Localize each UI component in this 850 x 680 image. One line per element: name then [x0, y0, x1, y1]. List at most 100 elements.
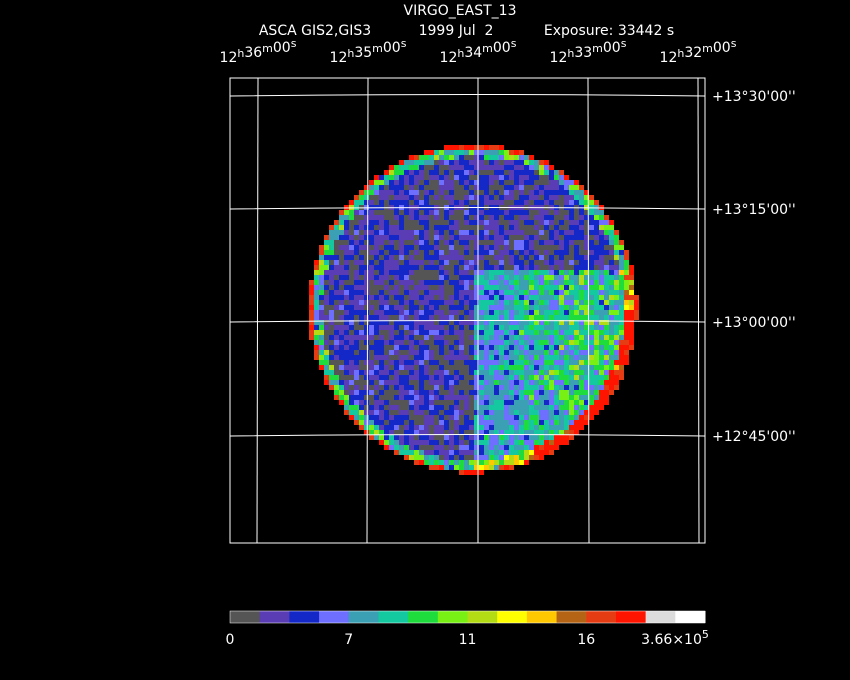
pixel — [474, 405, 479, 410]
pixel — [424, 180, 429, 185]
pixel — [414, 415, 419, 420]
pixel — [459, 200, 464, 205]
pixel — [584, 335, 589, 340]
pixel — [479, 415, 484, 420]
pixel — [409, 435, 414, 440]
pixel — [459, 440, 464, 445]
pixel — [574, 390, 579, 395]
ra-minutes: 32 — [684, 45, 702, 61]
pixel — [514, 200, 519, 205]
pixel — [619, 280, 624, 285]
pixel — [474, 220, 479, 225]
pixel — [369, 230, 374, 235]
pixel — [529, 400, 534, 405]
pixel — [454, 315, 459, 320]
pixel — [379, 340, 384, 345]
pixel — [569, 365, 574, 370]
pixel — [479, 155, 484, 160]
pixel — [509, 445, 514, 450]
pixel — [559, 175, 564, 180]
pixel — [419, 275, 424, 280]
pixel — [419, 170, 424, 175]
pixel — [609, 230, 614, 235]
pixel — [384, 185, 389, 190]
pixel — [589, 365, 594, 370]
pixel — [379, 255, 384, 260]
pixel — [614, 235, 619, 240]
pixel — [364, 395, 369, 400]
pixel — [309, 300, 314, 305]
pixel — [329, 255, 334, 260]
pixel — [624, 285, 629, 290]
pixel — [459, 410, 464, 415]
pixel — [504, 395, 509, 400]
pixel — [474, 330, 479, 335]
pixel — [479, 300, 484, 305]
pixel — [489, 150, 494, 155]
pixel — [334, 375, 339, 380]
pixel — [374, 345, 379, 350]
pixel — [619, 250, 624, 255]
pixel — [374, 305, 379, 310]
pixel — [599, 245, 604, 250]
pixel — [504, 345, 509, 350]
pixel — [594, 355, 599, 360]
pixel — [399, 270, 404, 275]
pixel — [584, 230, 589, 235]
pixel — [494, 360, 499, 365]
pixel — [334, 255, 339, 260]
pixel — [549, 350, 554, 355]
pixel — [319, 285, 324, 290]
pixel — [609, 320, 614, 325]
pixel — [394, 315, 399, 320]
pixel — [434, 340, 439, 345]
pixel — [459, 300, 464, 305]
pixel — [409, 255, 414, 260]
pixel — [629, 270, 634, 275]
pixel — [369, 430, 374, 435]
pixel — [539, 400, 544, 405]
pixel — [339, 355, 344, 360]
pixel — [519, 170, 524, 175]
pixel — [449, 440, 454, 445]
pixel — [354, 380, 359, 385]
pixel — [384, 340, 389, 345]
pixel — [574, 310, 579, 315]
pixel — [559, 275, 564, 280]
pixel — [549, 260, 554, 265]
pixel — [439, 395, 444, 400]
pixel — [429, 410, 434, 415]
pixel — [319, 300, 324, 305]
pixel — [314, 290, 319, 295]
pixel — [374, 435, 379, 440]
pixel — [574, 270, 579, 275]
pixel — [504, 175, 509, 180]
pixel — [394, 445, 399, 450]
pixel — [449, 460, 454, 465]
pixel — [594, 220, 599, 225]
pixel — [469, 440, 474, 445]
pixel — [564, 230, 569, 235]
pixel — [444, 385, 449, 390]
pixel — [479, 440, 484, 445]
pixel — [444, 235, 449, 240]
pixel — [439, 440, 444, 445]
pixel — [569, 430, 574, 435]
pixel — [389, 325, 394, 330]
pixel — [599, 295, 604, 300]
pixel — [569, 420, 574, 425]
pixel — [319, 330, 324, 335]
pixel — [319, 310, 324, 315]
pixel — [404, 395, 409, 400]
pixel — [464, 195, 469, 200]
pixel — [339, 340, 344, 345]
pixel — [339, 275, 344, 280]
pixel — [414, 385, 419, 390]
pixel — [339, 240, 344, 245]
ra-unit: h — [457, 47, 464, 60]
pixel — [534, 270, 539, 275]
pixel — [384, 190, 389, 195]
pixel — [504, 365, 509, 370]
pixel — [439, 315, 444, 320]
pixel — [574, 330, 579, 335]
